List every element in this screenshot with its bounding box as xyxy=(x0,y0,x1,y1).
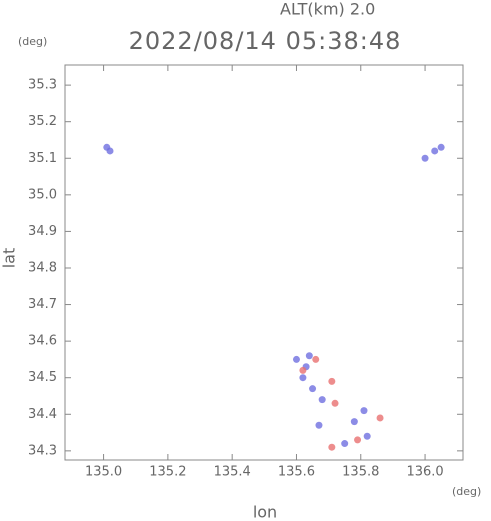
point xyxy=(292,355,300,363)
y-tick-label: 34.6 xyxy=(28,334,57,349)
y-tick-label: 35.1 xyxy=(28,151,57,166)
point xyxy=(360,407,368,415)
y-unit: (deg) xyxy=(18,35,47,48)
chart-title: 2022/08/14 05:38:48 xyxy=(129,27,402,55)
y-tick-label: 34.8 xyxy=(28,260,57,275)
point xyxy=(350,418,358,426)
point xyxy=(315,421,323,429)
point xyxy=(363,432,371,440)
point xyxy=(299,366,307,374)
point xyxy=(305,352,313,360)
point xyxy=(354,436,362,444)
point xyxy=(437,143,445,151)
y-tick-label: 34.7 xyxy=(28,297,57,312)
point xyxy=(376,414,384,422)
plot-frame xyxy=(64,64,464,461)
y-tick-label: 34.5 xyxy=(28,370,57,385)
x-tick-label: 135.6 xyxy=(278,465,315,480)
x-tick-label: 135.0 xyxy=(85,465,122,480)
x-tick-label: 135.2 xyxy=(149,465,186,480)
y-tick-label: 34.9 xyxy=(28,224,57,239)
point xyxy=(106,147,114,155)
x-tick-label: 135.8 xyxy=(342,465,379,480)
y-tick-label: 34.3 xyxy=(28,443,57,458)
x-axis-title: lon xyxy=(253,503,277,521)
point xyxy=(309,385,317,393)
y-tick-label: 35.0 xyxy=(28,187,57,202)
x-tick-label: 135.4 xyxy=(214,465,251,480)
point xyxy=(318,396,326,404)
y-tick-label: 35.2 xyxy=(28,114,57,129)
point xyxy=(328,377,336,385)
y-tick-label: 34.4 xyxy=(28,407,57,422)
x-tick-label: 136.0 xyxy=(406,465,443,480)
point xyxy=(299,374,307,382)
x-unit: (deg) xyxy=(452,485,481,498)
y-axis-title: lat xyxy=(0,248,19,269)
point xyxy=(312,355,320,363)
chart-subtitle: ALT(km) 2.0 xyxy=(280,0,375,19)
point xyxy=(421,154,429,162)
point xyxy=(331,399,339,407)
point xyxy=(431,147,439,155)
point xyxy=(328,443,336,451)
point xyxy=(341,440,349,448)
y-tick-label: 35.3 xyxy=(28,78,57,93)
